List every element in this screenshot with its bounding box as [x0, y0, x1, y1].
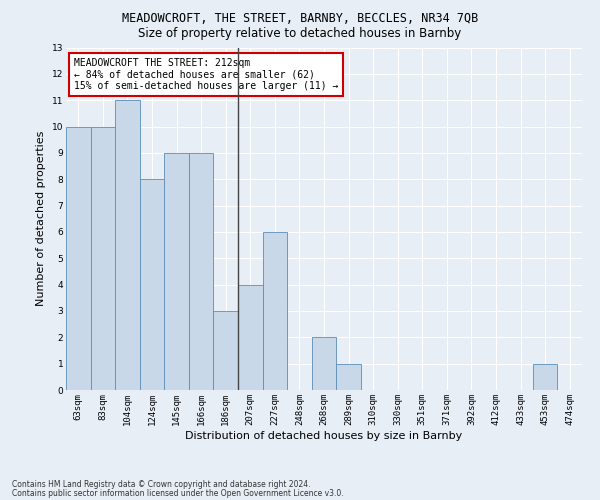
- Bar: [189, 153, 214, 390]
- Bar: [214, 311, 238, 390]
- Text: MEADOWCROFT, THE STREET, BARNBY, BECCLES, NR34 7QB: MEADOWCROFT, THE STREET, BARNBY, BECCLES…: [122, 12, 478, 26]
- Y-axis label: Number of detached properties: Number of detached properties: [36, 131, 46, 306]
- Bar: [312, 338, 336, 390]
- Bar: [336, 364, 361, 390]
- Bar: [164, 153, 189, 390]
- Bar: [66, 126, 91, 390]
- Bar: [533, 364, 557, 390]
- Bar: [238, 284, 263, 390]
- Bar: [115, 100, 140, 390]
- Text: MEADOWCROFT THE STREET: 212sqm
← 84% of detached houses are smaller (62)
15% of : MEADOWCROFT THE STREET: 212sqm ← 84% of …: [74, 58, 338, 91]
- Text: Contains HM Land Registry data © Crown copyright and database right 2024.: Contains HM Land Registry data © Crown c…: [12, 480, 311, 489]
- Bar: [91, 126, 115, 390]
- Text: Size of property relative to detached houses in Barnby: Size of property relative to detached ho…: [139, 28, 461, 40]
- Text: Contains public sector information licensed under the Open Government Licence v3: Contains public sector information licen…: [12, 488, 344, 498]
- X-axis label: Distribution of detached houses by size in Barnby: Distribution of detached houses by size …: [185, 430, 463, 440]
- Bar: [140, 179, 164, 390]
- Bar: [263, 232, 287, 390]
